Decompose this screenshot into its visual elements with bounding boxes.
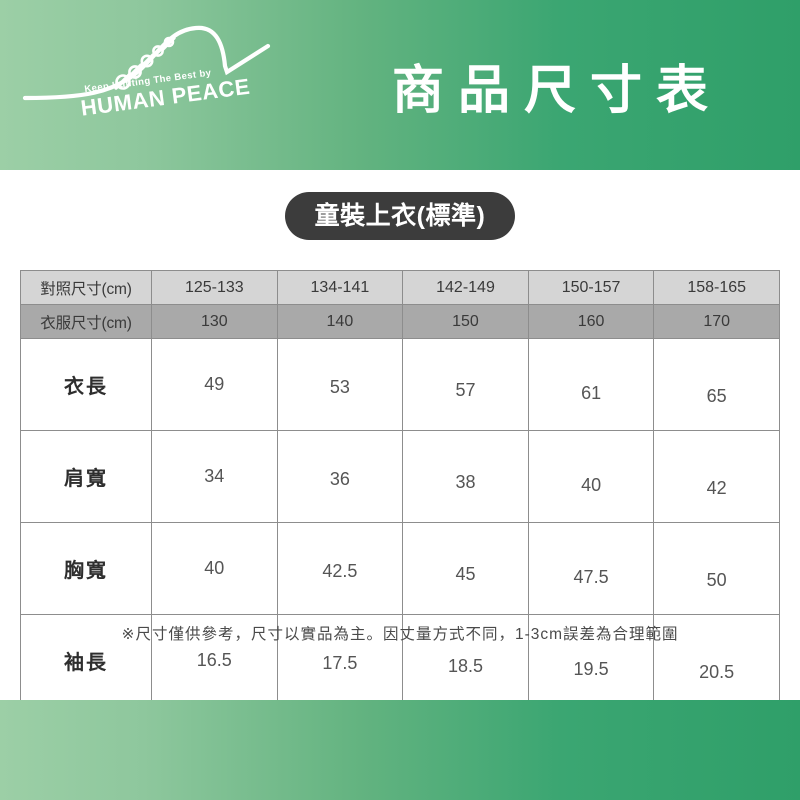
row-label: 胸寬 [20, 522, 152, 615]
row-label: 袖長 [20, 614, 152, 707]
measurement-cell: 40 [527, 430, 655, 523]
table-header-row-reference: 對照尺寸(cm) 125-133 134-141 142-149 150-157… [20, 270, 780, 305]
measurement-cell: 65 [653, 338, 780, 431]
category-badge: 童裝上衣(標準) [284, 192, 516, 240]
header-cell: 142-149 [402, 270, 529, 305]
header-label-reference: 對照尺寸(cm) [20, 270, 152, 305]
size-chart-table: 對照尺寸(cm) 125-133 134-141 142-149 150-157… [20, 270, 780, 707]
header-cell: 130 [151, 304, 278, 339]
table-row: 肩寬 34 36 38 40 42 [20, 430, 780, 523]
measurement-cell: 40 [151, 522, 278, 615]
measurement-cell: 38 [402, 430, 529, 523]
measurement-cell: 36 [276, 430, 404, 523]
row-label: 衣長 [20, 338, 152, 431]
header-label-garment: 衣服尺寸(cm) [20, 304, 152, 339]
table-row: 袖長 16.5 17.5 18.5 19.5 20.5 [20, 614, 780, 707]
bottom-banner [0, 700, 800, 800]
table-row: 衣長 49 53 57 61 65 [20, 338, 780, 431]
measurement-cell: 16.5 [151, 614, 278, 707]
header-cell: 150-157 [527, 270, 655, 305]
measurement-cell: 53 [276, 338, 404, 431]
measurement-cell: 57 [402, 338, 529, 431]
measurement-cell: 42 [653, 430, 780, 523]
measurement-cell: 42.5 [276, 522, 404, 615]
row-label: 肩寬 [20, 430, 152, 523]
brand-logo: Keep Hunting The Best by HUMAN PEACE [0, 0, 300, 170]
page-title: 商品尺寸表 [391, 61, 722, 120]
measurement-cell: 20.5 [653, 614, 780, 707]
header-cell: 160 [527, 304, 655, 339]
measurement-cell: 49 [151, 338, 278, 431]
measurement-cell: 50 [653, 522, 780, 615]
measurement-cell: 34 [151, 430, 278, 523]
top-banner: Keep Hunting The Best by HUMAN PEACE 商品尺… [0, 0, 800, 170]
disclaimer-text: ※尺寸僅供參考，尺寸以實品為主。因丈量方式不同，1-3cm誤差為合理範圍 [121, 626, 679, 643]
category-pill-row: 童裝上衣(標準) [0, 192, 800, 240]
measurement-cell: 61 [527, 338, 655, 431]
header-cell: 125-133 [151, 270, 278, 305]
table-row: 胸寬 40 42.5 45 47.5 50 [20, 522, 780, 615]
measurement-cell: 18.5 [402, 614, 529, 707]
header-cell: 134-141 [276, 270, 404, 305]
header-cell: 158-165 [653, 270, 780, 305]
measurement-cell: 45 [402, 522, 529, 615]
table-header-row-garment: 衣服尺寸(cm) 130 140 150 160 170 [20, 304, 780, 339]
measurement-cell: 47.5 [527, 522, 655, 615]
header-cell: 170 [653, 304, 780, 339]
header-cell: 150 [402, 304, 529, 339]
wave-hook-curve-icon [22, 25, 271, 101]
header-cell: 140 [276, 304, 404, 339]
